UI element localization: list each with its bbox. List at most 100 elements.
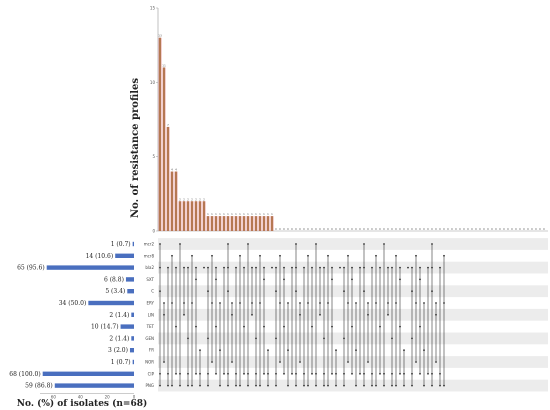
intersection-bar-label: 0 <box>531 227 533 231</box>
intersection-bar-label: 11 <box>162 63 166 67</box>
intersection-bar-label: 0 <box>311 227 313 231</box>
intersection-bar <box>254 216 258 231</box>
y-tick-label: 5 <box>152 154 155 159</box>
matrix-dot <box>207 266 209 269</box>
matrix-dot <box>343 384 345 387</box>
set-count-label: 10 (14.7) <box>91 324 119 331</box>
matrix-dot <box>331 266 333 269</box>
set-name-label: NOR <box>145 360 154 365</box>
matrix-dot <box>347 361 349 363</box>
matrix-dot <box>323 372 325 375</box>
matrix-dot <box>255 266 257 269</box>
intersection-bar-label: 0 <box>375 227 377 231</box>
matrix-dot <box>331 278 333 281</box>
matrix-dot <box>315 243 317 245</box>
intersection-bar <box>226 216 230 231</box>
matrix-dot <box>175 325 177 328</box>
matrix-dot <box>263 372 265 375</box>
matrix-dot <box>307 384 309 387</box>
matrix-dot <box>351 325 353 328</box>
matrix-dot <box>239 384 241 387</box>
intersection-bar-label: 1 <box>247 212 249 216</box>
matrix-dot <box>167 384 169 387</box>
intersection-bar-label: 1 <box>235 212 237 216</box>
intersection-bar-label: 0 <box>403 227 405 231</box>
intersection-bar <box>194 201 198 231</box>
matrix-dot <box>291 372 293 375</box>
set-count-label: 1 (0.7) <box>111 359 131 366</box>
matrix-dot <box>215 372 217 375</box>
matrix-dot <box>435 313 437 316</box>
matrix-dot <box>239 254 241 257</box>
set-count-label: 65 (95.6) <box>17 265 45 272</box>
set-size-bar <box>125 277 134 282</box>
matrix-dot <box>167 266 169 269</box>
intersection-bar-label: 0 <box>503 227 505 231</box>
intersection-bar-label: 2 <box>179 197 181 201</box>
set-axis-tick-label: 20 <box>105 395 111 400</box>
matrix-dot <box>267 384 269 387</box>
matrix-dot <box>231 302 233 304</box>
matrix-dot <box>443 254 445 257</box>
matrix-dot <box>439 372 441 375</box>
intersection-bar-label: 0 <box>511 227 513 231</box>
matrix-dot <box>299 302 301 304</box>
set-axis-tick-label: 60 <box>51 395 57 400</box>
matrix-dot <box>395 254 397 257</box>
matrix-dot <box>295 384 297 387</box>
matrix-dot <box>159 372 161 375</box>
matrix-dot <box>395 384 397 387</box>
intersection-bar <box>270 216 274 231</box>
matrix-dot <box>239 302 241 304</box>
intersection-bar-label: 0 <box>299 227 301 231</box>
matrix-dot <box>255 372 257 375</box>
matrix-dot <box>247 384 249 387</box>
matrix-dot <box>351 278 353 281</box>
matrix-dot <box>183 266 185 269</box>
matrix-dot <box>367 361 369 363</box>
matrix-dot <box>383 372 385 375</box>
intersection-bar-label: 0 <box>451 227 453 231</box>
set-name-label: GEN <box>145 336 154 341</box>
matrix-dot <box>195 372 197 375</box>
matrix-dot <box>427 372 429 375</box>
matrix-dot <box>323 266 325 269</box>
matrix-dot <box>199 372 201 375</box>
matrix-dot <box>335 349 337 352</box>
matrix-dot <box>251 302 253 304</box>
matrix-dot <box>375 302 377 304</box>
set-count-label: 34 (50.0) <box>59 300 87 307</box>
intersection-bar-label: 0 <box>291 227 293 231</box>
matrix-dot <box>359 372 361 375</box>
intersection-bar-label: 0 <box>527 227 529 231</box>
intersection-bar-label: 2 <box>191 197 193 201</box>
intersection-bar-label: 0 <box>355 227 357 231</box>
matrix-dot <box>179 243 181 245</box>
intersection-bar <box>202 201 206 231</box>
matrix-dot <box>159 290 161 293</box>
matrix-dot <box>227 290 229 293</box>
matrix-dot <box>319 313 321 316</box>
matrix-dot <box>219 349 221 352</box>
intersection-bar-label: 0 <box>331 227 333 231</box>
matrix-dot <box>399 372 401 375</box>
set-size-bar <box>132 359 134 365</box>
matrix-dot <box>419 325 421 328</box>
set-size-bar <box>88 300 134 306</box>
set-size-bar <box>129 348 134 353</box>
intersection-bar <box>182 201 186 231</box>
intersection-bar-label: 0 <box>367 227 369 231</box>
intersection-bar-label: 0 <box>327 227 329 231</box>
matrix-dot <box>247 372 249 375</box>
matrix-dot <box>431 384 433 387</box>
set-size-bar <box>132 241 134 247</box>
matrix-dot <box>179 372 181 375</box>
intersection-bar-label: 0 <box>315 227 317 231</box>
matrix-dot <box>355 349 357 352</box>
matrix-row-stripe <box>158 356 548 368</box>
matrix-dot <box>319 266 321 269</box>
matrix-dot <box>435 361 437 363</box>
intersection-bar-label: 0 <box>543 227 545 231</box>
matrix-dot <box>411 290 413 293</box>
